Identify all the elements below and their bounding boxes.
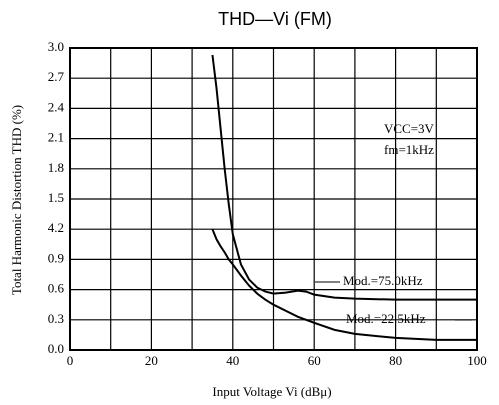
y-tick-label: 1.8: [48, 160, 64, 175]
y-tick-label: 2.4: [48, 99, 65, 114]
y-tick-label: 3.0: [48, 39, 64, 54]
y-tick-label: 0.0: [48, 341, 64, 356]
chart-title: THD—Vi (FM): [218, 9, 332, 29]
x-tick-label: 0: [67, 353, 74, 368]
y-tick-label: 2.7: [48, 69, 65, 84]
series-label: Mod.=75.0kHz: [343, 273, 423, 288]
annotation: fm=1kHz: [384, 142, 434, 157]
line-series: [211, 228, 477, 341]
plot-frame: [69, 47, 478, 351]
line-series: [211, 54, 477, 301]
y-tick-label: 0.9: [48, 250, 64, 265]
x-tick-label: 80: [389, 353, 402, 368]
x-tick-label: 20: [145, 353, 158, 368]
series-label: Mod.=22.5kHz: [346, 311, 426, 326]
x-tick-label: 60: [308, 353, 321, 368]
y-axis-label: Total Harmonic Distortion THD (%): [9, 105, 24, 295]
y-tick-label: 4.2: [48, 220, 64, 235]
annotation: VCC=3V: [384, 121, 435, 136]
y-tick-label: 0.6: [48, 281, 65, 296]
x-axis-label: Input Voltage Vi (dBμ): [212, 384, 331, 399]
x-tick-label: 100: [467, 353, 487, 368]
y-tick-label: 0.3: [48, 311, 64, 326]
x-tick-label: 40: [226, 353, 239, 368]
y-tick-label: 2.1: [48, 130, 64, 145]
y-tick-label: 1.5: [48, 190, 64, 205]
